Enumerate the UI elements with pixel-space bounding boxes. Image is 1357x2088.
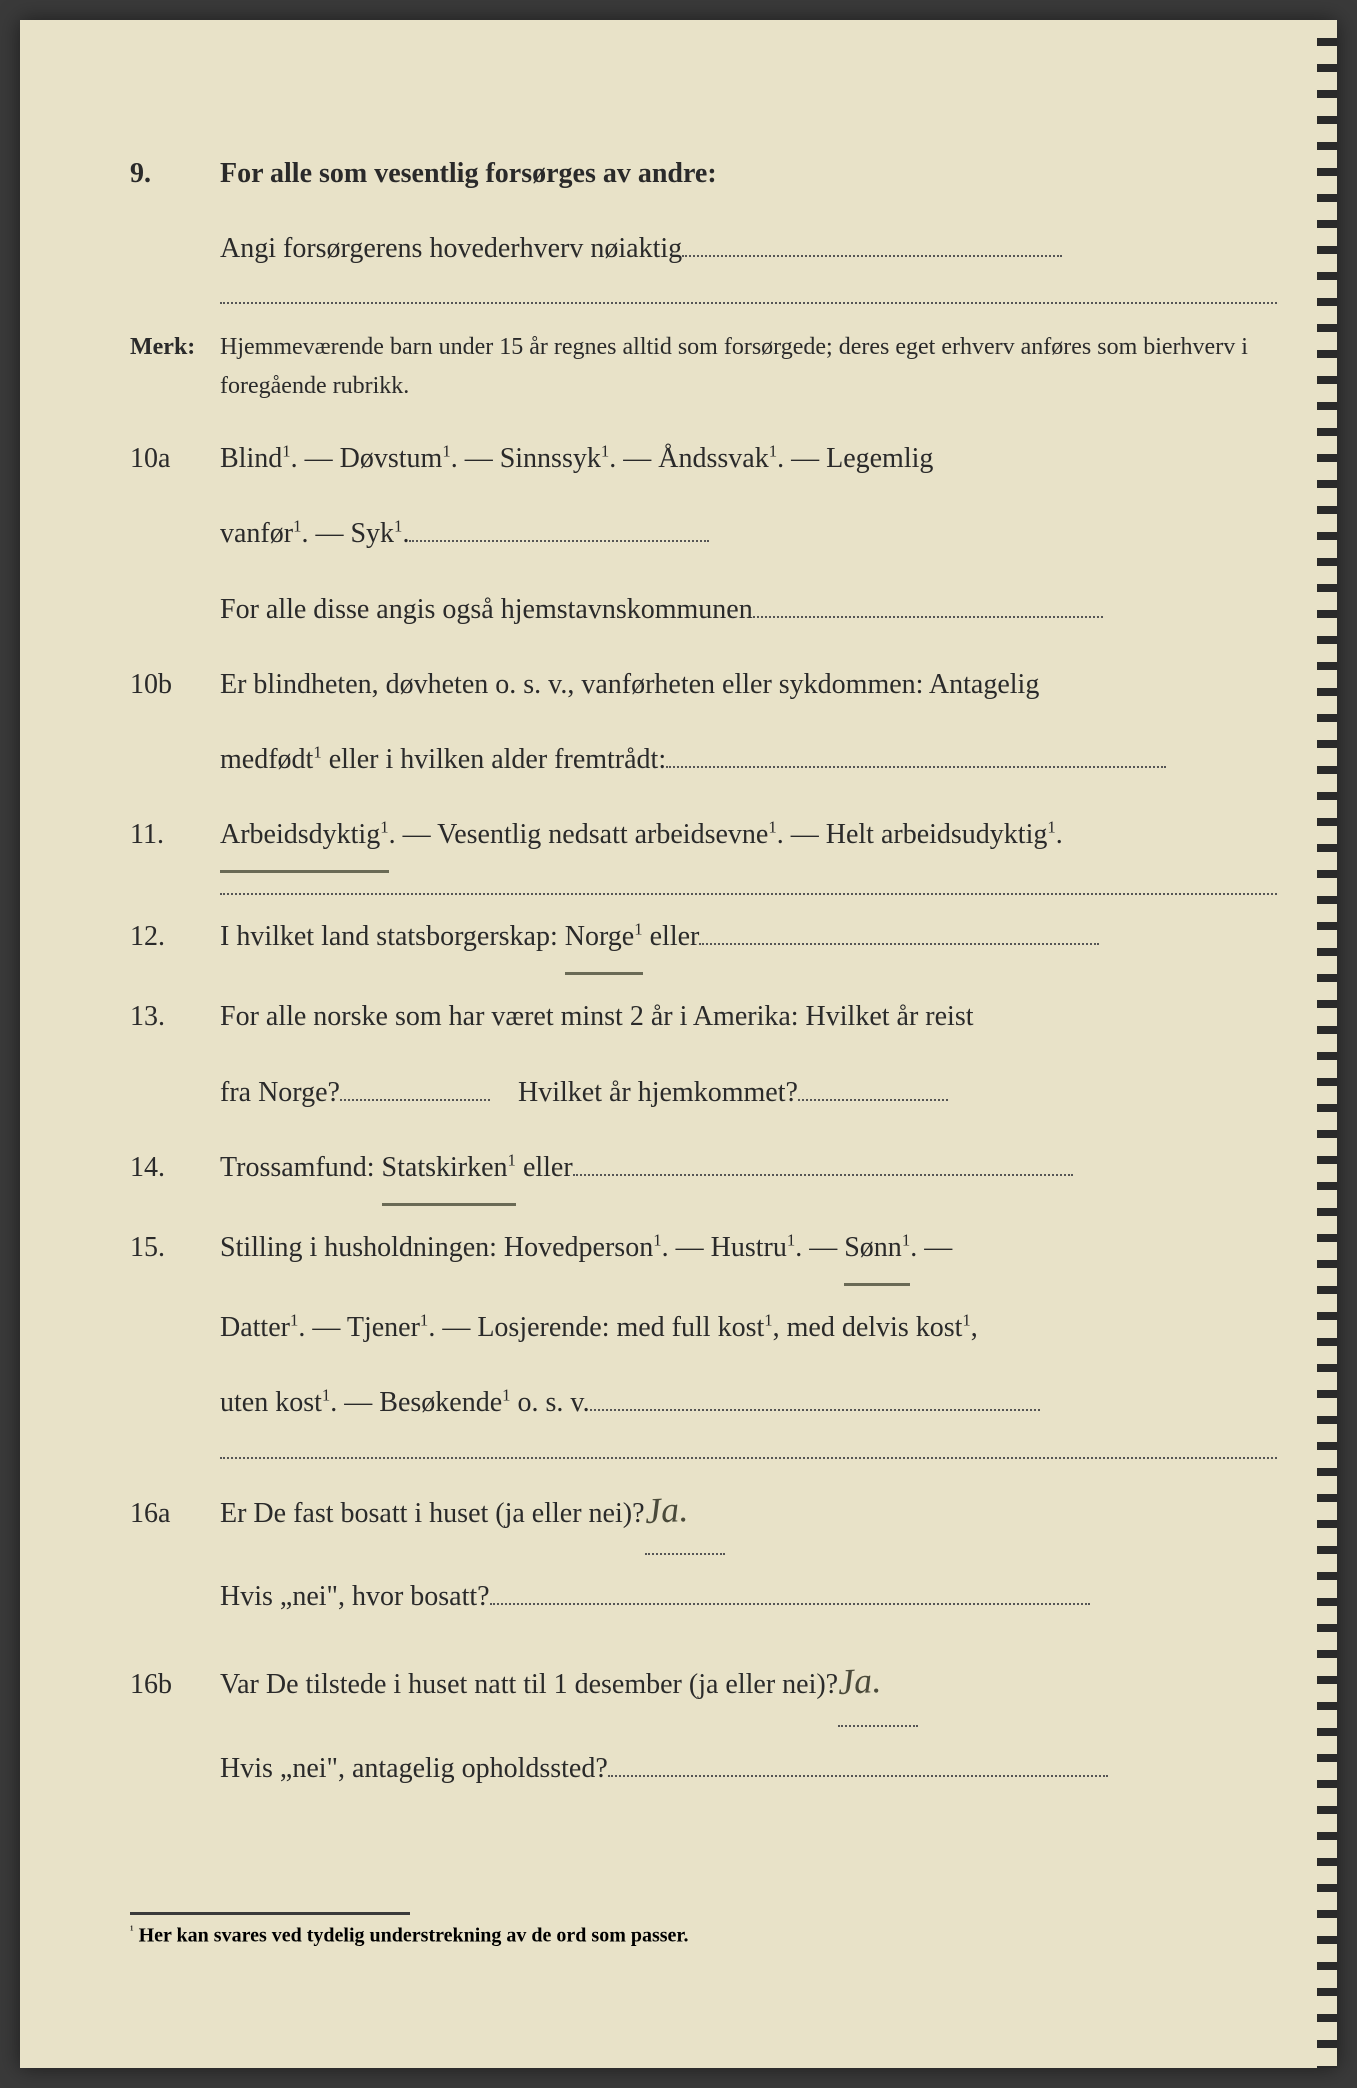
q16a-row1: 16a Er De fast bosatt i huset (ja eller … [130,1467,1277,1555]
q16b-row2: Hvis „nei", antagelig opholdssted? [130,1735,1277,1802]
underlined-answer: Norge1 [565,903,643,975]
q9-blank-row [130,290,1277,304]
merk-row: Merk: Hjemmeværende barn under 15 år reg… [130,328,1277,405]
q10a-row2: vanfør1. — Syk1. [130,500,1277,567]
q10b-number: 10b [130,651,220,718]
q14-row: 14. Trossamfund: Statskirken1 eller [130,1134,1277,1206]
fill-line [220,1457,1277,1459]
q10b-row2: medfødt1 eller i hvilken alder fremtrådt… [130,726,1277,793]
fill-line [340,1099,490,1101]
q13-row1: 13. For alle norske som har været minst … [130,983,1277,1050]
document-page: 9. For alle som vesentlig forsørges av a… [20,20,1337,2068]
fill-line [798,1099,948,1101]
q12-text: I hvilket land statsborgerskap: Norge1 e… [220,903,1277,975]
q9-title: For alle som vesentlig forsørges av andr… [220,140,1277,207]
q11-blank-row [130,881,1277,895]
q16b-row1: 16b Var De tilstede i huset natt til 1 d… [130,1638,1277,1726]
q14-number: 14. [130,1134,220,1201]
q16b-number: 16b [130,1651,220,1718]
q10a-number: 10a [130,425,220,492]
form-content: 9. For alle som vesentlig forsørges av a… [130,140,1277,1802]
q16a-row2: Hvis „nei", hvor bosatt? [130,1563,1277,1630]
footnote: ¹ Her kan svares ved tydelig understrekn… [130,1912,410,1948]
q15-row1: 15. Stilling i husholdningen: Hovedperso… [130,1214,1277,1286]
q9-title-row: 9. For alle som vesentlig forsørges av a… [130,140,1277,207]
q10b-text2: medfødt1 eller i hvilken alder fremtrådt… [220,726,1277,793]
q14-text: Trossamfund: Statskirken1 eller [220,1134,1277,1206]
q10b-text1: Er blindheten, døvheten o. s. v., vanfør… [220,651,1277,718]
underlined-answer: Statskirken1 [382,1134,516,1206]
fill-line [490,1603,1090,1605]
q11-number: 11. [130,801,220,868]
q11-text: Arbeidsdyktig1. — Vesentlig nedsatt arbe… [220,801,1277,873]
q9-subtitle-row: Angi forsørgerens hovederhverv nøiaktig [130,215,1277,282]
fill-line [666,766,1166,768]
q15-row2: Datter1. — Tjener1. — Losjerende: med fu… [130,1294,1277,1361]
q16a-text2: Hvis „nei", hvor bosatt? [220,1563,1277,1630]
fill-line: Ja. [645,1467,725,1555]
merk-text: Hjemmeværende barn under 15 år regnes al… [220,328,1277,405]
handwritten-answer: Ja. [836,1637,883,1726]
q12-number: 12. [130,903,220,970]
q10a-text2: vanfør1. — Syk1. [220,500,1277,567]
q13-row2: fra Norge? Hvilket år hjemkommet? [130,1059,1277,1126]
q12-row: 12. I hvilket land statsborgerskap: Norg… [130,903,1277,975]
q9-number: 9. [130,140,220,207]
underlined-answer: Arbeidsdyktig1 [220,801,389,873]
underlined-answer: Sønn1 [844,1214,910,1286]
q13-text1: For alle norske som har været minst 2 år… [220,983,1277,1050]
q16b-text1: Var De tilstede i huset natt til 1 desem… [220,1638,1277,1726]
fill-line [608,1775,1108,1777]
q15-text3: uten kost1. — Besøkende1 o. s. v. [220,1369,1277,1436]
merk-label: Merk: [130,328,220,366]
q15-text2: Datter1. — Tjener1. — Losjerende: med fu… [220,1294,1277,1361]
fill-line [409,540,709,542]
q10a-row3: For alle disse angis også hjemstavnskomm… [130,576,1277,643]
fill-line [699,943,1099,945]
q15-blank-row [130,1445,1277,1459]
footnote-text: Her kan svares ved tydelig understreknin… [139,1925,689,1947]
q15-row3: uten kost1. — Besøkende1 o. s. v. [130,1369,1277,1436]
q11-row: 11. Arbeidsdyktig1. — Vesentlig nedsatt … [130,801,1277,873]
fill-line: Ja. [838,1638,918,1726]
fill-line [682,255,1062,257]
fill-line [573,1174,1073,1176]
handwritten-answer: Ja. [642,1466,689,1555]
q10b-row1: 10b Er blindheten, døvheten o. s. v., va… [130,651,1277,718]
fill-line [590,1409,1040,1411]
footnote-marker: ¹ [130,1923,134,1937]
fill-line [220,893,1277,895]
perforated-edge [1317,20,1337,2068]
q13-number: 13. [130,983,220,1050]
q10a-row1: 10a Blind1. — Døvstum1. — Sinnssyk1. — Å… [130,425,1277,492]
q9-subtitle: Angi forsørgerens hovederhverv nøiaktig [220,233,682,264]
q10a-text1: Blind1. — Døvstum1. — Sinnssyk1. — Åndss… [220,425,1277,492]
fill-line [753,616,1103,618]
q16a-number: 16a [130,1480,220,1547]
q15-number: 15. [130,1214,220,1281]
fill-line [220,302,1277,304]
q16a-text1: Er De fast bosatt i huset (ja eller nei)… [220,1467,1277,1555]
q13-text2: fra Norge? Hvilket år hjemkommet? [220,1059,1277,1126]
q10a-text3: For alle disse angis også hjemstavnskomm… [220,576,1277,643]
q16b-text2: Hvis „nei", antagelig opholdssted? [220,1735,1277,1802]
q15-text1: Stilling i husholdningen: Hovedperson1. … [220,1214,1277,1286]
